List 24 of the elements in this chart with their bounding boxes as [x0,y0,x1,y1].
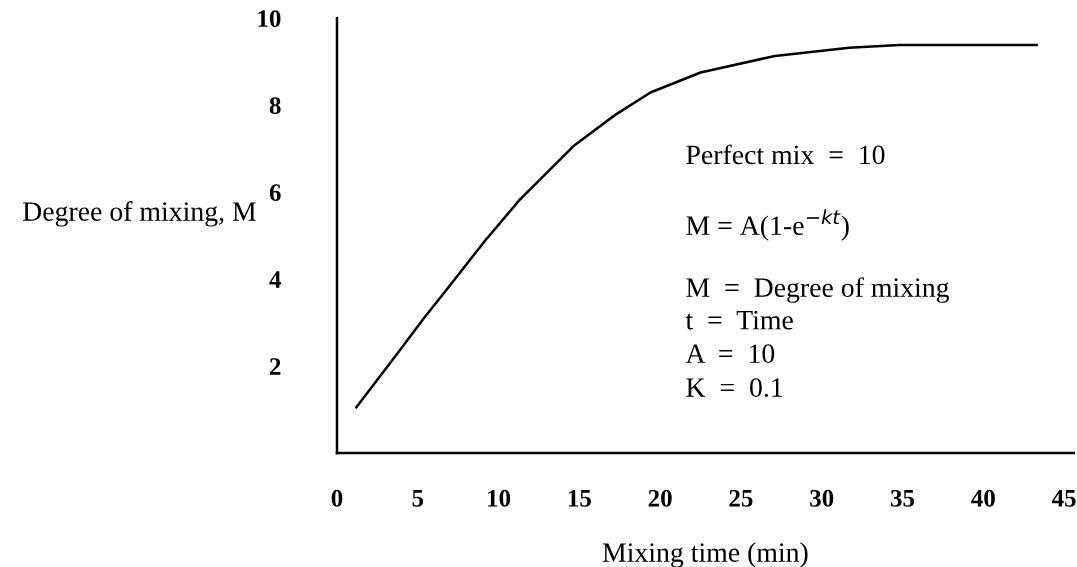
x-tick-label: 20 [648,489,672,507]
x-tick-label: 35 [890,489,915,507]
y-tick-label: 4 [269,271,281,288]
annotation: M = A(1-e$^{−kt}$) [686,209,849,241]
x-tick-label: 25 [729,489,753,507]
x-tick-label: 5 [412,490,424,507]
line-series [355,43,1038,409]
y-axis-title: Degree of mixing, M [22,201,256,227]
x-tick-label: 40 [971,489,995,507]
x-tick-label: 45 [1051,490,1076,507]
y-tick-label: 6 [269,184,281,202]
x-tick-label: 10 [488,489,511,507]
x-tick-label: 30 [810,489,834,507]
y-tick-label: 2 [269,358,281,375]
y-tick-label: 8 [269,97,281,115]
y-tick-label: 10 [258,10,281,28]
annotation: K = 0.1 [686,378,783,398]
annotation: A = 10 [685,344,775,364]
x-tick-label: 0 [331,489,343,507]
annotation: M = Degree of mixing [686,277,950,303]
annotation: Perfect mix = 10 [686,144,885,165]
annotation: t = Time [685,310,793,330]
x-axis-title: Mixing time (min) [602,542,808,567]
x-tick-label: 15 [568,489,591,507]
